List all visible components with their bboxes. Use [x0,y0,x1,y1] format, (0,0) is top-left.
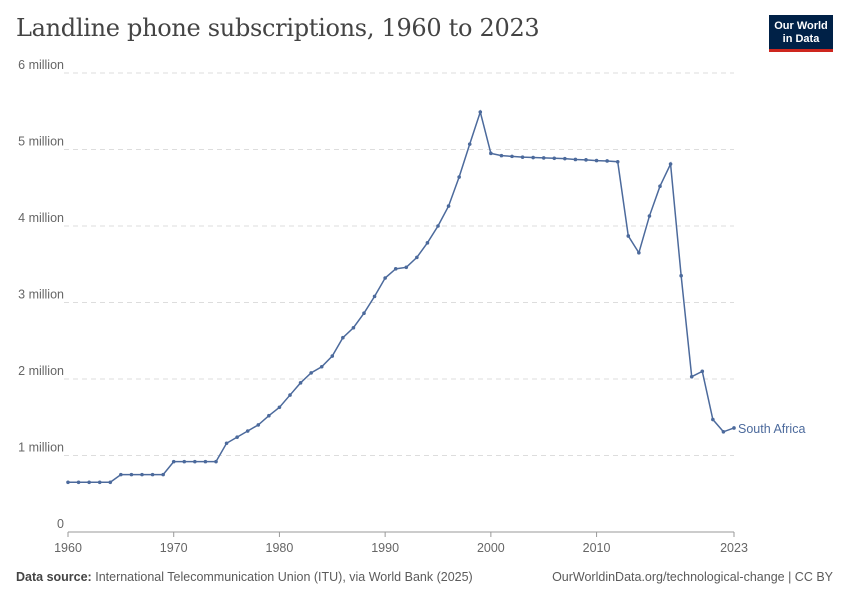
data-point [214,459,218,464]
data-point [541,156,546,160]
data-point [129,472,134,477]
series-line [68,109,735,484]
data-point [520,155,525,159]
data-point [584,158,588,162]
data-point [552,156,557,161]
data-point [362,311,366,316]
data-point [108,480,113,485]
data-point [467,142,472,146]
data-point [171,459,176,464]
data-point [161,472,165,477]
data-point [415,255,419,260]
chart-title: Landline phone subscriptions, 1960 to 20… [16,14,540,42]
y-tick-label: 1 million [18,441,64,455]
data-point [647,214,652,218]
data-point [679,273,683,278]
y-tick-label: 0 [57,517,64,531]
data-point [383,276,387,280]
data-point [245,429,250,433]
data-point [404,265,409,270]
data-point [436,224,440,228]
x-tick-label: 2000 [477,541,505,555]
data-point [563,156,567,161]
data-point [721,429,726,434]
data-point [732,426,736,430]
data-point [425,241,430,245]
data-point [224,441,229,446]
data-point [478,110,483,114]
data-point [351,325,356,330]
logo-line2: in Data [782,33,820,45]
data-point [298,381,303,385]
x-tick-label: 1970 [160,541,188,555]
data-point [235,435,239,439]
data-point [668,162,673,166]
data-point [372,294,377,299]
y-tick-label: 5 million [18,135,64,149]
x-tick-label: 2023 [720,541,748,555]
data-point [594,158,599,163]
owid-logo[interactable]: Our World in Data [769,15,833,52]
data-point [277,405,282,410]
data-point [510,154,514,159]
data-point [256,423,261,427]
data-point [87,480,91,485]
data-point [446,204,451,208]
data-point [140,472,144,477]
data-point [626,234,631,238]
y-tick-label: 2 million [18,364,64,378]
data-point [319,364,324,369]
data-point [605,159,609,163]
data-point [658,184,662,189]
data-point [288,393,292,397]
y-tick-label: 6 million [18,58,64,72]
data-point [499,153,504,158]
y-tick-label: 3 million [18,288,64,302]
data-point [193,459,197,464]
x-tick-label: 2010 [583,541,611,555]
data-point [341,335,345,340]
data-point [150,472,155,477]
data-point [457,175,461,179]
source-text: International Telecommunication Union (I… [95,570,473,584]
data-point [66,480,70,485]
x-tick-label: 1990 [371,541,399,555]
data-point [267,413,271,418]
data-point [119,472,123,477]
data-point [711,417,715,422]
data-point [700,369,705,374]
data-point [330,354,335,358]
data-source: Data source: International Telecommunica… [16,570,473,584]
data-point [182,459,187,464]
data-point [489,151,493,156]
data-point [76,480,81,485]
data-point [573,157,578,162]
data-point [203,459,208,464]
data-point [393,267,398,271]
data-point [309,371,313,375]
site-license[interactable]: OurWorldinData.org/technological-change … [552,570,833,584]
data-point [97,480,102,485]
source-label: Data source: [16,570,92,584]
logo-line1: Our World [774,20,828,32]
data-point [531,155,535,160]
data-point [615,159,620,164]
data-point [689,374,694,379]
y-tick-label: 4 million [18,211,64,225]
data-point [637,250,641,255]
x-tick-label: 1960 [54,541,82,555]
series-label: South Africa [738,422,805,436]
x-tick-label: 1980 [266,541,294,555]
